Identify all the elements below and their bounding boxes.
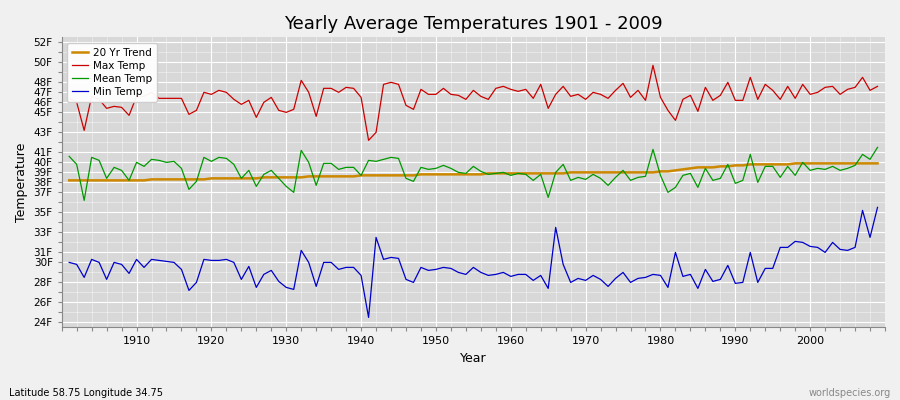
20 Yr Trend [333, 174, 344, 179]
Min Temp [364, 315, 374, 320]
Max Temp [333, 90, 344, 95]
Min Temp [288, 287, 299, 292]
Max Temp [648, 63, 659, 68]
Text: worldspecies.org: worldspecies.org [809, 388, 891, 398]
20 Yr Trend [595, 170, 606, 175]
Line: Max Temp: Max Temp [69, 65, 878, 140]
Max Temp [364, 138, 374, 143]
Y-axis label: Temperature: Temperature [15, 143, 28, 222]
20 Yr Trend [64, 178, 75, 183]
Title: Yearly Average Temperatures 1901 - 2009: Yearly Average Temperatures 1901 - 2009 [284, 15, 662, 33]
Min Temp [506, 274, 517, 279]
Min Temp [872, 205, 883, 210]
Max Temp [513, 89, 524, 94]
Mean Temp [872, 145, 883, 150]
20 Yr Trend [288, 175, 299, 180]
Min Temp [513, 272, 524, 277]
X-axis label: Year: Year [460, 352, 487, 365]
Mean Temp [64, 154, 75, 159]
Max Temp [123, 113, 134, 118]
Line: 20 Yr Trend: 20 Yr Trend [69, 163, 878, 180]
Min Temp [64, 260, 75, 265]
Min Temp [123, 271, 134, 276]
Min Temp [333, 267, 344, 272]
Mean Temp [296, 148, 307, 153]
Line: Mean Temp: Mean Temp [69, 147, 878, 200]
Max Temp [288, 107, 299, 112]
20 Yr Trend [506, 171, 517, 176]
20 Yr Trend [123, 178, 134, 183]
20 Yr Trend [498, 171, 508, 176]
20 Yr Trend [790, 161, 801, 166]
Mean Temp [513, 171, 524, 176]
Max Temp [64, 96, 75, 101]
Max Temp [872, 84, 883, 89]
20 Yr Trend [872, 161, 883, 166]
Max Temp [506, 87, 517, 92]
Min Temp [603, 284, 614, 289]
Mean Temp [341, 165, 352, 170]
Text: Latitude 58.75 Longitude 34.75: Latitude 58.75 Longitude 34.75 [9, 388, 163, 398]
Max Temp [603, 96, 614, 101]
Legend: 20 Yr Trend, Max Temp, Mean Temp, Min Temp: 20 Yr Trend, Max Temp, Mean Temp, Min Te… [67, 42, 158, 102]
Mean Temp [603, 183, 614, 188]
Mean Temp [79, 198, 90, 203]
Line: Min Temp: Min Temp [69, 207, 878, 318]
Mean Temp [506, 173, 517, 178]
Mean Temp [131, 160, 142, 165]
